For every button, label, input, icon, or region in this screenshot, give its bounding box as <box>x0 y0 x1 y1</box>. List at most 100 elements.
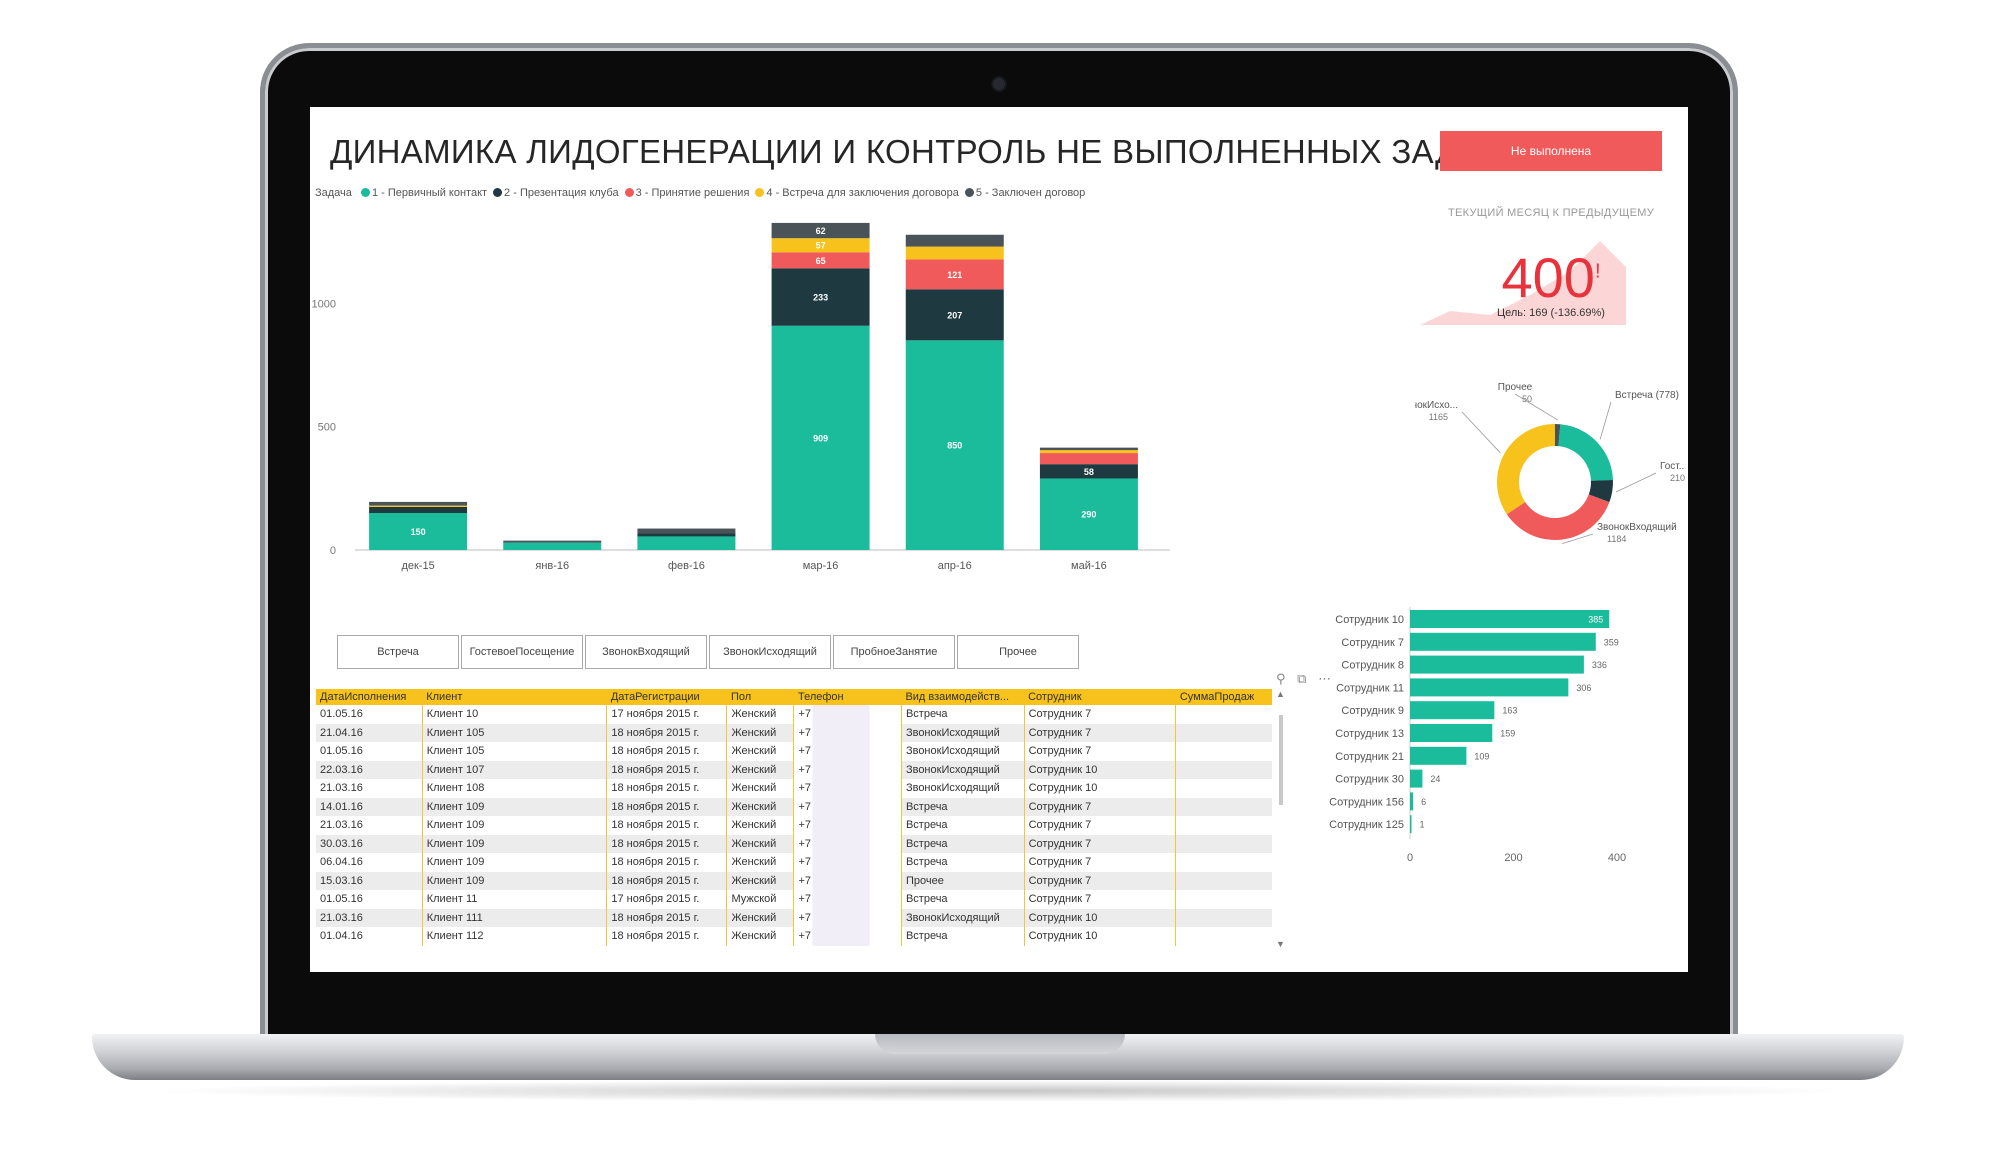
table-row[interactable]: 22.03.16 Клиент 107 18 ноября 2015 г. Женск… <box>316 760 1272 779</box>
table-row[interactable]: 21.03.16 Клиент 109 18 ноября 2015 г. Женск… <box>316 816 1272 835</box>
table-row[interactable]: 21.03.16 Клиент 108 18 ноября 2015 г. Женск… <box>316 779 1272 798</box>
table-cell: Сотрудник 7 <box>1024 871 1177 890</box>
bar-segment[interactable] <box>369 501 468 506</box>
column-header[interactable]: СуммаПродаж <box>1175 689 1272 705</box>
focus-mode-icon[interactable]: ⧉ <box>1297 671 1307 686</box>
table-row[interactable]: 01.05.16 Клиент 11 17 ноября 2015 г. Мужско… <box>316 890 1272 909</box>
legend-item-5[interactable]: 5 - Заключен договор <box>964 187 1086 199</box>
column-header[interactable]: ДатаИсполнения <box>316 689 423 705</box>
bar-segment[interactable] <box>1039 464 1138 479</box>
table-scrollbar[interactable]: ▲ ▼ <box>1276 689 1286 972</box>
bar-segment[interactable] <box>1039 478 1138 550</box>
table-row[interactable]: 06.04.16 Клиент 109 18 ноября 2015 г. Женск… <box>316 853 1272 872</box>
employee-bar[interactable] <box>1410 701 1495 720</box>
table-row[interactable]: 01.04.16 Клиент 112 18 ноября 2015 г. Женск… <box>316 927 1272 946</box>
bar-segment[interactable] <box>1039 450 1138 454</box>
column-header[interactable]: Сотрудник <box>1024 689 1176 705</box>
filter-button-outgoing-call[interactable]: ЗвонокИсходящий <box>709 635 831 669</box>
bar-segment[interactable] <box>905 289 1004 341</box>
filter-button-meeting[interactable]: Встреча <box>337 635 459 669</box>
donut-slice[interactable] <box>1497 424 1555 515</box>
scroll-down-icon[interactable]: ▼ <box>1276 939 1285 949</box>
legend-item-1[interactable]: 1 - Первичный контакт <box>360 187 487 199</box>
bar-segment[interactable] <box>771 222 870 239</box>
employee-bar[interactable] <box>1410 746 1467 765</box>
status-filter-button[interactable]: Не выполнена <box>1440 131 1662 171</box>
bar-data-label: 909 <box>813 433 828 443</box>
table-row[interactable]: 21.04.16 Клиент 105 18 ноября 2015 г. Женск… <box>316 723 1272 742</box>
employee-bar[interactable] <box>1410 769 1423 788</box>
column-header[interactable]: Вид взаимодейств... <box>901 689 1025 705</box>
bar-data-label: 233 <box>813 293 828 303</box>
table-row[interactable]: 21.03.16 Клиент 111 18 ноября 2015 г. Женск… <box>316 908 1272 927</box>
column-header[interactable]: Клиент <box>422 689 607 705</box>
bar-segment[interactable] <box>1039 447 1138 451</box>
more-options-icon[interactable]: ⋯ <box>1318 671 1332 686</box>
employee-bar[interactable] <box>1410 724 1493 742</box>
column-header[interactable]: Пол <box>726 689 794 705</box>
employee-label: Сотрудник 13 <box>1335 728 1404 740</box>
donut-value-label: 210 <box>1670 473 1685 483</box>
employee-bar-value: 359 <box>1604 637 1619 647</box>
table-cell: 17 ноября 2015 г. <box>606 705 728 724</box>
employee-bar-value: 159 <box>1500 729 1515 739</box>
legend-item-4[interactable]: 4 - Встреча для заключения договора <box>755 187 959 199</box>
table-cell <box>1176 927 1272 946</box>
bar-segment[interactable] <box>637 536 736 550</box>
scroll-thumb[interactable] <box>1279 715 1283 805</box>
bar-segment[interactable] <box>771 238 870 253</box>
bar-segment[interactable] <box>369 513 468 550</box>
legend-label: 5 - Заключен договор <box>975 187 1086 199</box>
table-cell: Клиент 10 <box>422 705 608 724</box>
donut-slice[interactable] <box>1588 479 1613 503</box>
employee-bar[interactable] <box>1410 792 1414 811</box>
x-tick-label: 400 <box>1608 852 1626 864</box>
table-row[interactable]: 01.05.16 Клиент 10 17 ноября 2015 г. Женски… <box>316 705 1272 724</box>
table-cell: Сотрудник 7 <box>1024 797 1177 816</box>
bar-segment[interactable] <box>905 246 1004 260</box>
bar-segment[interactable] <box>369 505 468 507</box>
kpi-subtitle: ТЕКУЩИЙ МЕСЯЦ К ПРЕДЫДУЩЕМУ <box>1447 207 1655 219</box>
employee-bar[interactable] <box>1410 632 1596 651</box>
employee-bar[interactable] <box>1410 610 1610 628</box>
scroll-up-icon[interactable]: ▲ <box>1276 689 1285 699</box>
filter-button-other[interactable]: Прочее <box>957 635 1079 669</box>
bar-segment[interactable] <box>905 234 1004 247</box>
employee-bar[interactable] <box>1410 815 1412 834</box>
employee-bar[interactable] <box>1410 678 1569 697</box>
bar-segment[interactable] <box>771 325 870 550</box>
donut-slice[interactable] <box>1506 494 1610 540</box>
filter-button-guest-visit[interactable]: ГостевоеПосещение <box>461 635 583 669</box>
laptop-notch <box>875 1034 1125 1054</box>
legend-item-2[interactable]: 2 - Презентация клуба <box>493 187 619 199</box>
column-header[interactable]: Телефон <box>793 689 902 705</box>
interaction-type-filter: Встреча ГостевоеПосещение ЗвонокВходящий… <box>337 635 1081 669</box>
bar-segment[interactable] <box>369 506 468 513</box>
bar-segment[interactable] <box>1039 453 1138 465</box>
donut-slice[interactable] <box>1555 424 1561 447</box>
bar-segment[interactable] <box>503 542 602 550</box>
legend-item-3[interactable]: 3 - Принятие решения <box>624 187 749 199</box>
filter-button-incoming-call[interactable]: ЗвонокВходящий <box>585 635 707 669</box>
bar-segment[interactable] <box>637 533 736 537</box>
bar-segment[interactable] <box>771 252 870 269</box>
bar-segment[interactable] <box>503 540 602 543</box>
legend-dot <box>493 188 503 197</box>
table-row[interactable]: 01.05.16 Клиент 105 18 ноября 2015 г. Женск… <box>316 742 1272 761</box>
filter-button-trial-lesson[interactable]: ПробноеЗанятие <box>833 635 955 669</box>
employee-bar-value: 336 <box>1592 660 1607 670</box>
bar-segment[interactable] <box>905 259 1004 290</box>
table-row[interactable]: 15.03.16 Клиент 109 18 ноября 2015 г. Женск… <box>316 871 1272 890</box>
pin-icon[interactable]: ⚲ <box>1276 671 1286 686</box>
table-cell: Клиент 107 <box>422 760 608 779</box>
table-row[interactable]: 30.03.16 Клиент 109 18 ноября 2015 г. Женск… <box>316 834 1272 853</box>
table-row[interactable]: 14.01.16 Клиент 109 18 ноября 2015 г. Женск… <box>316 797 1272 816</box>
employee-bar[interactable] <box>1410 655 1584 674</box>
column-header[interactable]: ДатаРегистрации <box>606 689 727 705</box>
legend-items: 1 - Первичный контакт 2 - Презентация клу… <box>355 187 1085 199</box>
bar-segment[interactable] <box>637 528 736 534</box>
table-cell: Прочее <box>901 871 1025 890</box>
bar-segment[interactable] <box>771 268 870 326</box>
donut-slice[interactable] <box>1558 424 1613 481</box>
bar-segment[interactable] <box>905 340 1004 550</box>
